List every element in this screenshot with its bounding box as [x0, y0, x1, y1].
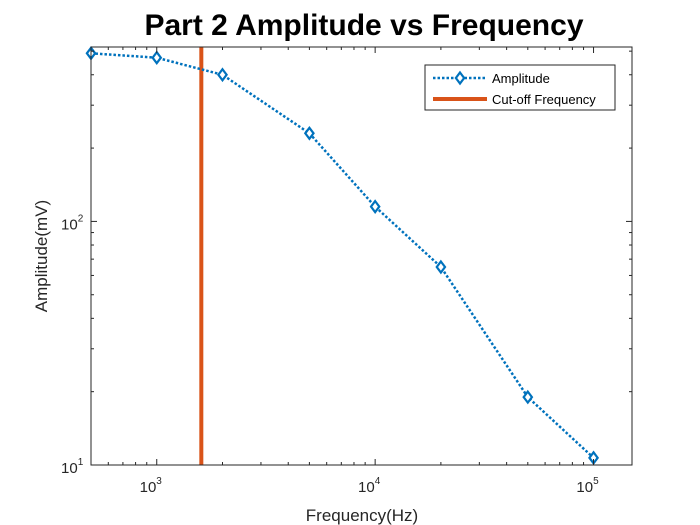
- x-tick-exponent: 3: [156, 476, 162, 487]
- amplitude-data-point: [522, 389, 534, 405]
- chart-title: Part 2 Amplitude vs Frequency: [144, 9, 583, 42]
- amplitude-data-point: [151, 50, 163, 66]
- y-tick-exponent: 1: [78, 457, 84, 468]
- plot-area: [91, 47, 632, 465]
- amplitude-series-line: [90, 52, 595, 459]
- legend: Amplitude Cut-off Frequency: [424, 64, 616, 111]
- amplitude-series-group: [85, 45, 600, 466]
- amplitude-data-point: [369, 199, 381, 214]
- x-tick-exponent: 4: [375, 476, 381, 487]
- amplitude-data-point: [216, 67, 228, 83]
- legend-cutoff-label: Cut-off Frequency: [492, 92, 596, 107]
- legend-amplitude-label: Amplitude: [492, 71, 550, 86]
- legend-box: [424, 64, 616, 111]
- axes-box: [90, 46, 633, 466]
- amplitude-data-point: [435, 259, 447, 275]
- y-tick-exponent: 2: [78, 213, 84, 224]
- amplitude-data-point: [303, 125, 315, 141]
- legend-amplitude-marker: [454, 70, 466, 86]
- x-axis-label: Frequency(Hz): [306, 506, 418, 525]
- x-tick-exponent: 5: [593, 476, 599, 487]
- y-axis-label: Amplitude(mV): [32, 200, 51, 312]
